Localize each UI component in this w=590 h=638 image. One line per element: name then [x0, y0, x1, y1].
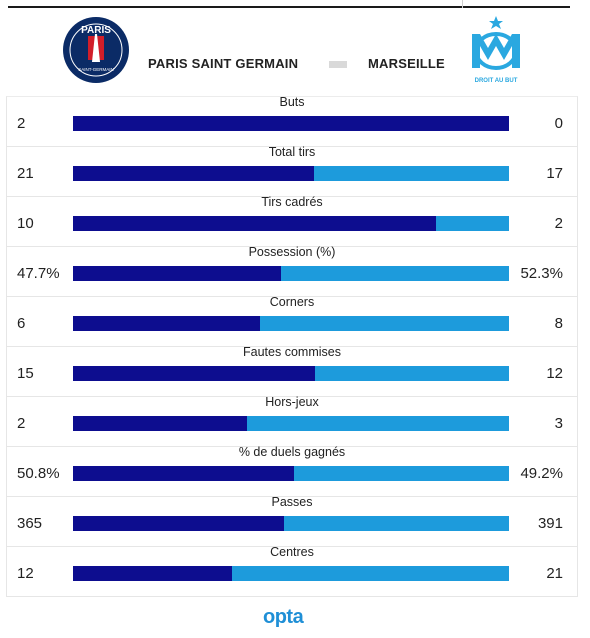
away-value: 2 [554, 215, 563, 232]
away-value: 21 [546, 565, 563, 582]
top-marker [462, 0, 463, 8]
home-bar-segment [73, 516, 284, 531]
home-value: 50.8% [17, 465, 60, 482]
stat-row: Total tirs 21 17 [6, 145, 578, 197]
stat-row: Tirs cadrés 10 2 [6, 195, 578, 247]
home-value: 47.7% [17, 265, 60, 282]
stat-bar [73, 216, 509, 231]
stat-bar [73, 466, 509, 481]
stat-label: Buts [279, 95, 305, 109]
stat-label: Tirs cadrés [261, 195, 323, 209]
away-value: 17 [546, 165, 563, 182]
away-bar-segment [260, 316, 509, 331]
stat-label: % de duels gagnés [238, 445, 346, 459]
opta-logo: opta [263, 606, 304, 628]
stat-bar [73, 566, 509, 581]
away-bar-segment [294, 466, 509, 481]
away-team-name: MARSEILLE [368, 56, 445, 71]
home-bar-segment [73, 566, 232, 581]
stat-label: Hors-jeux [265, 395, 319, 409]
psg-crest-icon: PARIS SAINT-GERMAIN [63, 17, 129, 83]
away-bar-segment [280, 266, 509, 281]
home-team-name: PARIS SAINT GERMAIN [148, 56, 299, 71]
stat-row: Fautes commises 15 12 [6, 345, 578, 397]
home-bar-segment [73, 316, 261, 331]
stat-bar [73, 516, 509, 531]
away-value: 52.3% [520, 265, 563, 282]
stats-table: Buts 2 0 Total tirs 21 17 Tirs cadrés 10 2 Posses… [6, 95, 578, 597]
stat-label: Centres [270, 545, 314, 559]
match-header: PARIS SAINT-GERMAIN PARIS SAINT GERMAIN … [0, 10, 590, 96]
away-value: 0 [554, 115, 563, 132]
away-bar-segment [247, 416, 509, 431]
top-divider [8, 6, 570, 8]
stat-label: Possession (%) [248, 245, 336, 259]
stat-row: Possession (%) 47.7% 52.3% [6, 245, 578, 297]
away-value: 391 [537, 515, 563, 532]
home-value: 2 [17, 115, 26, 132]
away-value: 49.2% [520, 465, 563, 482]
away-bar-segment [436, 216, 509, 231]
home-value: 12 [17, 565, 34, 582]
stat-bar [73, 116, 509, 131]
stat-row: % de duels gagnés 50.8% 49.2% [6, 445, 578, 497]
stat-label: Total tirs [268, 145, 316, 159]
stat-row: Buts 2 0 [6, 95, 578, 147]
away-bar-segment [314, 166, 509, 181]
stat-bar [73, 366, 509, 381]
home-bar-segment [73, 166, 315, 181]
home-value: 6 [17, 315, 26, 332]
stat-label: Corners [269, 295, 315, 309]
stat-row: Centres 12 21 [6, 545, 578, 597]
stat-bar [73, 316, 509, 331]
home-bar-segment [73, 116, 509, 131]
stat-label: Fautes commises [243, 345, 341, 359]
home-value: 10 [17, 215, 34, 232]
home-value: 365 [17, 515, 43, 532]
psg-crest-text-bottom: SAINT-GERMAIN [78, 67, 114, 72]
stat-bar [73, 166, 509, 181]
team-separator [329, 61, 347, 68]
home-bar-segment [73, 416, 248, 431]
stat-row: Passes 365 391 [6, 495, 578, 547]
away-bar-segment [231, 566, 509, 581]
home-bar-segment [73, 266, 281, 281]
home-value: 2 [17, 415, 26, 432]
stat-label: Passes [271, 495, 313, 509]
stat-row: Corners 6 8 [6, 295, 578, 347]
om-crest-text: DROIT AU BUT [475, 78, 518, 84]
away-value: 3 [554, 415, 563, 432]
home-bar-segment [73, 216, 437, 231]
away-bar-segment [283, 516, 509, 531]
psg-crest-text-top: PARIS [81, 25, 111, 36]
away-bar-segment [315, 366, 509, 381]
away-value: 12 [546, 365, 563, 382]
om-crest-icon: DROIT AU BUT [472, 16, 520, 84]
home-bar-segment [73, 366, 316, 381]
stat-row: Hors-jeux 2 3 [6, 395, 578, 447]
away-value: 8 [554, 315, 563, 332]
home-value: 15 [17, 365, 34, 382]
home-value: 21 [17, 165, 34, 182]
stat-bar [73, 416, 509, 431]
stat-bar [73, 266, 509, 281]
home-bar-segment [73, 466, 295, 481]
